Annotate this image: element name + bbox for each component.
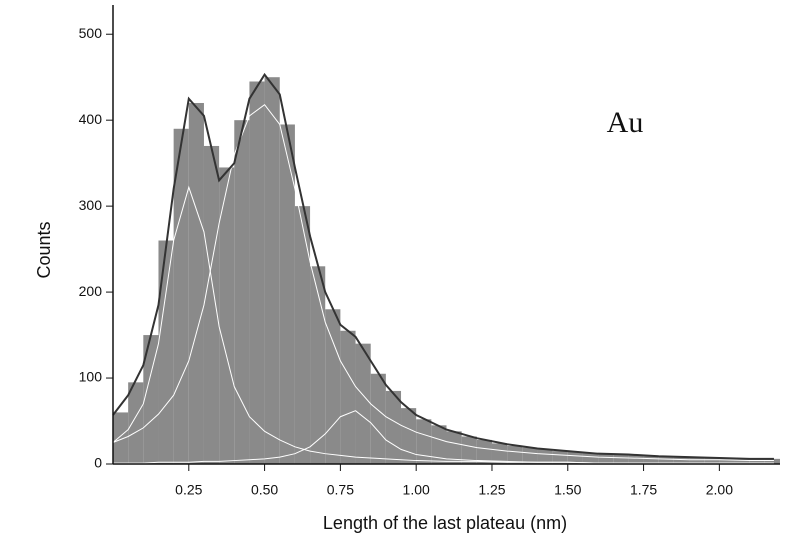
histogram-bar bbox=[689, 457, 705, 464]
histogram-bar bbox=[431, 425, 447, 464]
histogram-bar bbox=[113, 412, 129, 464]
histogram-bar bbox=[491, 443, 508, 464]
histogram-bar bbox=[385, 390, 402, 464]
histogram-bar bbox=[279, 124, 295, 464]
x-tick-label: 0.25 bbox=[175, 482, 202, 498]
histogram-bar bbox=[628, 455, 644, 464]
histogram-bar bbox=[355, 343, 371, 464]
histogram-bar bbox=[613, 454, 629, 464]
histogram-bar bbox=[446, 431, 462, 464]
y-tick-label: 200 bbox=[79, 283, 103, 299]
histogram-bar bbox=[401, 408, 417, 464]
histogram-bar bbox=[476, 439, 492, 464]
y-tick-label: 500 bbox=[79, 25, 103, 41]
x-tick-label: 1.00 bbox=[403, 482, 430, 498]
histogram-bar bbox=[522, 447, 538, 464]
histogram-bar bbox=[582, 452, 599, 464]
histogram-bar bbox=[234, 120, 250, 464]
histogram-bar bbox=[340, 330, 356, 464]
histogram-bar bbox=[643, 456, 659, 464]
x-tick-label: 1.75 bbox=[630, 482, 657, 498]
histogram-bar bbox=[264, 77, 280, 465]
y-tick-label: 400 bbox=[79, 111, 103, 127]
x-tick-label: 1.50 bbox=[554, 482, 581, 498]
fit-curve bbox=[112, 72, 774, 460]
histogram-bar bbox=[598, 453, 614, 464]
histogram-bar bbox=[143, 335, 159, 464]
histogram-bar bbox=[719, 457, 735, 464]
histogram-bar bbox=[507, 445, 523, 464]
y-tick-label: 300 bbox=[79, 197, 103, 213]
histogram-bar bbox=[764, 458, 780, 464]
histogram-bar bbox=[416, 419, 432, 464]
histogram-bar bbox=[537, 449, 553, 464]
histogram-bar bbox=[325, 309, 341, 464]
fit-curve bbox=[112, 104, 774, 462]
histogram-bar bbox=[673, 457, 690, 464]
y-axis-title: Counts bbox=[34, 221, 54, 278]
histogram-bar bbox=[294, 206, 311, 464]
histogram-bar bbox=[461, 436, 477, 464]
annotation: Au bbox=[607, 106, 644, 139]
y-tick-label: 0 bbox=[94, 455, 102, 471]
histogram-bar bbox=[203, 145, 220, 464]
y-tick-label: 100 bbox=[79, 369, 103, 385]
histogram-bar bbox=[173, 128, 189, 465]
histogram-bar bbox=[734, 458, 750, 464]
histogram-bar bbox=[249, 81, 265, 464]
histogram-bar bbox=[188, 102, 204, 464]
histogram-bar bbox=[749, 458, 765, 464]
histogram-bar bbox=[370, 373, 386, 464]
histogram-bar bbox=[310, 266, 326, 464]
x-tick-label: 1.25 bbox=[478, 482, 505, 498]
histogram-bar bbox=[219, 167, 235, 464]
histogram-bar bbox=[128, 382, 144, 464]
x-tick-label: 0.50 bbox=[251, 482, 278, 498]
histogram-bar bbox=[158, 240, 174, 464]
histogram-bar bbox=[658, 456, 674, 464]
x-axis-title: Length of the last plateau (nm) bbox=[323, 513, 567, 533]
histogram-bar bbox=[704, 457, 720, 464]
x-tick-label: 0.75 bbox=[327, 482, 354, 498]
histogram-bar bbox=[567, 451, 583, 464]
fit-curve bbox=[113, 410, 774, 464]
x-tick-label: 2.00 bbox=[706, 482, 733, 498]
